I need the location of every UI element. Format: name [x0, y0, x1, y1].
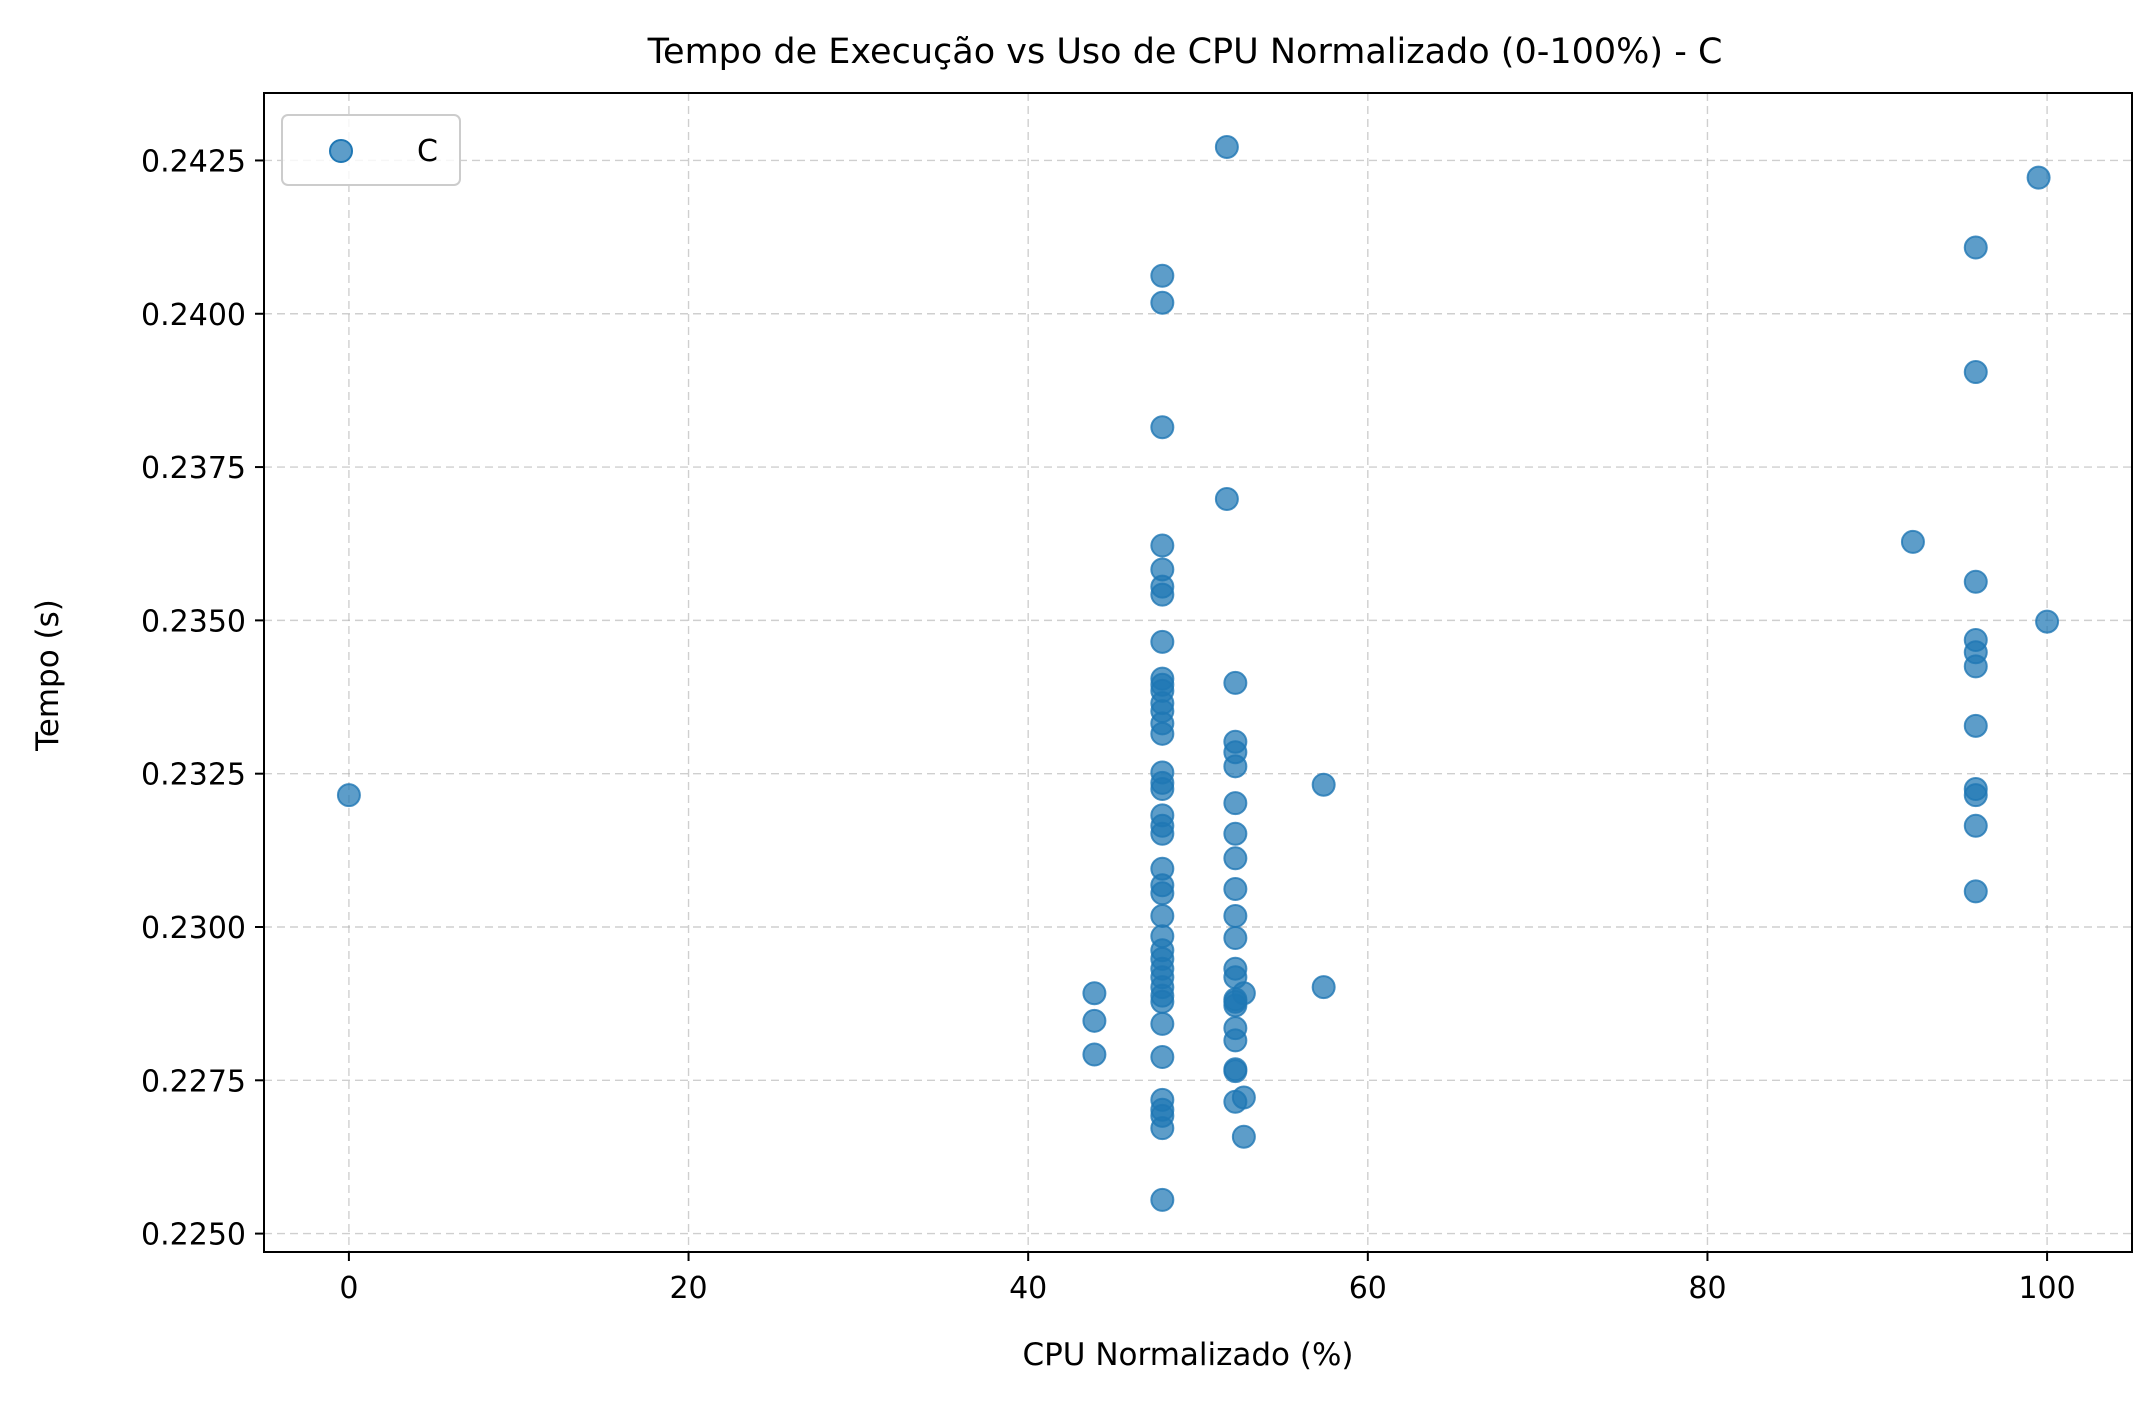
legend-label: C [417, 134, 438, 169]
data-point [1082, 1042, 1107, 1067]
x-tick-label: 40 [1009, 1271, 1047, 1306]
data-point [1150, 777, 1175, 802]
data-point [1082, 981, 1107, 1006]
data-point [1150, 881, 1175, 906]
chart-title: Tempo de Execução vs Uso de CPU Normaliz… [647, 32, 1723, 72]
data-point [1223, 846, 1248, 871]
y-axis-label: Tempo (s) [30, 599, 66, 752]
y-tick-label: 0.2250 [141, 1218, 246, 1253]
y-tick-label: 0.2300 [141, 911, 246, 946]
x-tick-label: 80 [1688, 1271, 1726, 1306]
plot-area-frame [263, 92, 2133, 1253]
data-point [1214, 134, 1239, 159]
data-point [1150, 821, 1175, 846]
data-point [1223, 876, 1248, 901]
data-point [1963, 713, 1988, 738]
data-point [1223, 670, 1248, 695]
x-axis-label: CPU Normalizado (%) [1022, 1337, 1353, 1373]
grid [264, 93, 2132, 1252]
y-tick-label: 0.2425 [141, 144, 246, 179]
data-point [1150, 989, 1175, 1014]
x-tick-label: 60 [1349, 1271, 1387, 1306]
x-tick-label: 100 [2018, 1271, 2075, 1306]
data-point [1150, 1011, 1175, 1036]
data-point [1223, 1059, 1248, 1084]
data-point [1150, 415, 1175, 440]
data-points [336, 134, 2060, 1212]
data-point [1963, 783, 1988, 808]
data-point [336, 783, 361, 808]
y-tick-label: 0.2400 [141, 298, 246, 333]
legend-frame [281, 114, 461, 186]
data-point [1150, 721, 1175, 746]
data-point [1223, 791, 1248, 816]
data-point [1223, 754, 1248, 779]
data-point [2035, 609, 2060, 634]
x-tick-label: 20 [669, 1271, 707, 1306]
data-point [2026, 165, 2051, 190]
data-point [1150, 1187, 1175, 1212]
data-point [1311, 975, 1336, 1000]
data-point [1150, 582, 1175, 607]
data-point [1963, 360, 1988, 385]
data-point [1150, 263, 1175, 288]
x-axis-ticks: 0 20 40 60 80 100 [339, 1252, 2076, 1306]
data-point [1150, 903, 1175, 928]
data-point [1150, 1044, 1175, 1069]
y-tick-label: 0.2350 [141, 604, 246, 639]
y-tick-label: 0.2325 [141, 758, 246, 793]
data-point [1150, 629, 1175, 654]
data-point [1963, 879, 1988, 904]
y-tick-label: 0.2375 [141, 451, 246, 486]
data-point [1963, 813, 1988, 838]
data-point [1963, 654, 1988, 679]
data-point [1223, 903, 1248, 928]
y-axis-ticks: 0.2250 0.2275 0.2300 0.2325 0.2350 0.2375 0.24… [141, 144, 264, 1253]
data-point [1963, 235, 1988, 260]
legend: C [281, 114, 461, 186]
data-point [1150, 533, 1175, 558]
data-point [1150, 1116, 1175, 1141]
legend-marker [329, 139, 353, 163]
x-tick-label: 0 [339, 1271, 358, 1306]
data-point [1214, 486, 1239, 511]
y-tick-label: 0.2275 [141, 1064, 246, 1099]
data-point [1231, 1085, 1256, 1110]
data-point [1082, 1008, 1107, 1033]
data-point [1963, 569, 1988, 594]
data-point [1150, 290, 1175, 315]
data-point [1231, 1124, 1256, 1149]
data-point [1223, 1028, 1248, 1053]
data-point [1311, 772, 1336, 797]
data-point [1223, 926, 1248, 951]
data-point [1900, 529, 1925, 554]
data-point [1231, 981, 1256, 1006]
data-point [1223, 821, 1248, 846]
